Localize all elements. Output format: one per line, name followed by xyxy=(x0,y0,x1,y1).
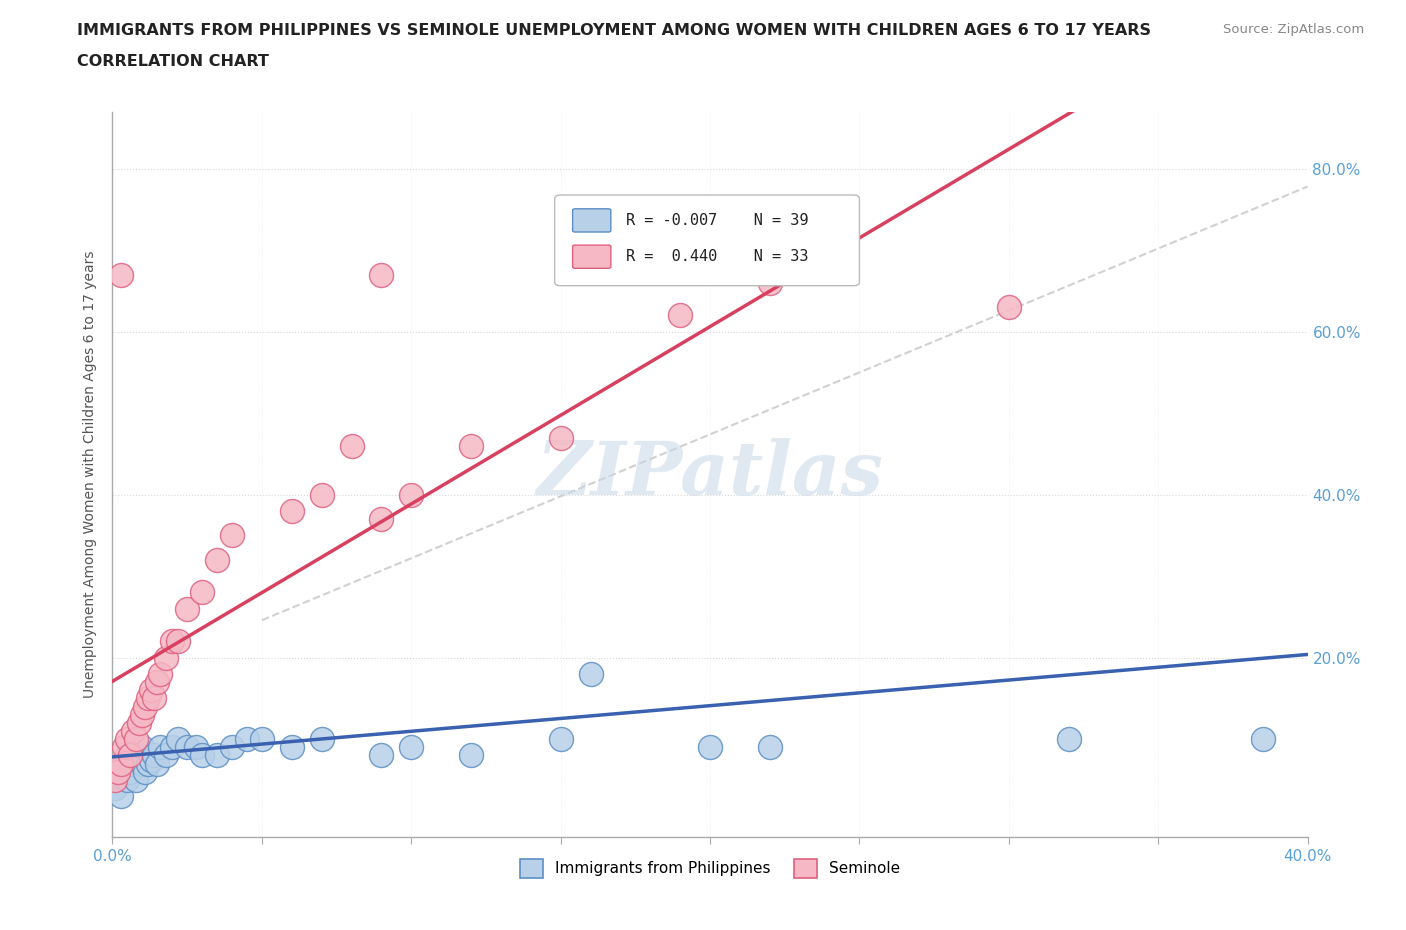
Point xyxy=(281,503,304,518)
Point xyxy=(134,699,156,714)
Point xyxy=(236,732,259,747)
Point xyxy=(162,634,183,649)
Point xyxy=(141,752,163,767)
Point xyxy=(107,764,129,779)
Legend: Immigrants from Philippines, Seminole: Immigrants from Philippines, Seminole xyxy=(515,853,905,884)
Point xyxy=(579,667,602,682)
Point xyxy=(117,748,139,763)
Text: IMMIGRANTS FROM PHILIPPINES VS SEMINOLE UNEMPLOYMENT AMONG WOMEN WITH CHILDREN A: IMMIGRANTS FROM PHILIPPINES VS SEMINOLE … xyxy=(77,23,1152,38)
Point xyxy=(460,748,482,763)
Point xyxy=(167,634,190,649)
Point xyxy=(138,756,160,771)
Point xyxy=(191,585,214,600)
Point xyxy=(114,740,135,755)
Text: R =  0.440    N = 33: R = 0.440 N = 33 xyxy=(627,249,808,264)
Point xyxy=(149,740,172,755)
Point xyxy=(104,773,127,788)
Point xyxy=(221,528,243,543)
Point xyxy=(550,732,572,747)
Point xyxy=(176,602,198,617)
Point xyxy=(110,789,132,804)
Point xyxy=(131,708,153,723)
Text: ZIPatlas: ZIPatlas xyxy=(537,438,883,511)
Point xyxy=(167,732,190,747)
Point xyxy=(110,756,132,771)
Point xyxy=(205,552,228,567)
Point xyxy=(401,487,423,502)
Point xyxy=(141,683,163,698)
Point xyxy=(340,438,363,453)
Point xyxy=(370,512,392,526)
Point xyxy=(564,226,586,241)
FancyBboxPatch shape xyxy=(554,195,859,286)
Text: R = -0.007    N = 39: R = -0.007 N = 39 xyxy=(627,213,808,228)
Point xyxy=(1057,732,1080,747)
Point xyxy=(370,267,392,282)
Point xyxy=(128,748,150,763)
Point xyxy=(125,773,148,788)
Point xyxy=(110,267,132,282)
Point xyxy=(120,764,142,779)
Point xyxy=(460,438,482,453)
Text: Source: ZipAtlas.com: Source: ZipAtlas.com xyxy=(1223,23,1364,36)
Point xyxy=(143,748,166,763)
Point xyxy=(117,773,139,788)
Point xyxy=(146,756,169,771)
Point xyxy=(155,650,177,665)
Point xyxy=(699,740,721,755)
Point xyxy=(191,748,214,763)
Point xyxy=(221,740,243,755)
Point xyxy=(117,732,139,747)
Point xyxy=(311,732,333,747)
Point xyxy=(162,740,183,755)
Point xyxy=(186,740,208,755)
Y-axis label: Unemployment Among Women with Children Ages 6 to 17 years: Unemployment Among Women with Children A… xyxy=(83,250,97,698)
Point xyxy=(146,674,169,689)
Point xyxy=(149,667,172,682)
Point xyxy=(669,308,692,323)
Point xyxy=(1251,732,1274,747)
Point xyxy=(138,691,160,706)
Point xyxy=(125,732,148,747)
Text: CORRELATION CHART: CORRELATION CHART xyxy=(77,54,269,69)
Point xyxy=(281,740,304,755)
Point xyxy=(128,715,150,730)
Point xyxy=(107,764,129,779)
Point xyxy=(370,748,392,763)
Point xyxy=(205,748,228,763)
Point xyxy=(401,740,423,755)
Point xyxy=(122,724,145,738)
Point xyxy=(759,275,782,290)
Point xyxy=(120,748,142,763)
Point xyxy=(176,740,198,755)
Point xyxy=(759,740,782,755)
Point xyxy=(131,756,153,771)
Point xyxy=(114,756,135,771)
Point xyxy=(311,487,333,502)
Point xyxy=(104,780,127,795)
Point xyxy=(131,740,153,755)
Point xyxy=(250,732,273,747)
FancyBboxPatch shape xyxy=(572,209,610,232)
Point xyxy=(122,756,145,771)
Point xyxy=(134,764,156,779)
Point xyxy=(143,691,166,706)
Point xyxy=(155,748,177,763)
FancyBboxPatch shape xyxy=(572,246,610,268)
Point xyxy=(550,431,572,445)
Point xyxy=(998,299,1021,314)
